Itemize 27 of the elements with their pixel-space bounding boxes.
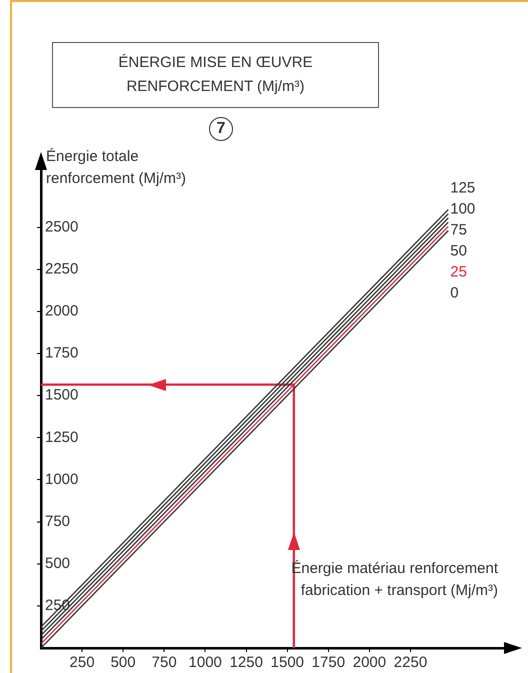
chart-title: ÉNERGIE MISE EN ŒUVRE RENFORCEMENT (Mj/m³) [52,42,379,108]
y-tick-label: 1250 [45,428,78,446]
series-label: 125 [450,180,476,197]
x-tick-label: 1750 [312,654,346,672]
x-tick-label: 250 [70,654,95,672]
x-tick-label: 2000 [352,654,386,672]
y-tick-label: 2250 [45,260,78,278]
y-tick-label: 2500 [45,218,78,236]
x-tick-label: 1000 [188,654,222,672]
text: 7 [209,117,233,141]
y-tick-label: 750 [45,512,70,530]
series-label: 25 [450,264,467,281]
y-axis-title: Énergie totale renforcement (Mj/m³) [46,147,186,189]
y-tick-label: 1000 [45,470,78,488]
x-tick-label: 1250 [230,654,263,672]
series-label: 75 [450,222,467,239]
y-tick-label: 1750 [45,344,78,362]
x-tick-label: 1500 [270,654,304,672]
x-tick-label: 2250 [394,654,428,672]
text: 0 [450,284,459,302]
series-label: 100 [450,200,476,218]
y-tick-label: 500 [45,554,70,572]
x-tick-label: 500 [110,654,136,672]
y-tick-label: 2000 [45,302,78,320]
x-tick-label: 750 [152,654,177,672]
series-label: 50 [450,242,467,260]
y-tick-label: 1500 [45,386,78,404]
